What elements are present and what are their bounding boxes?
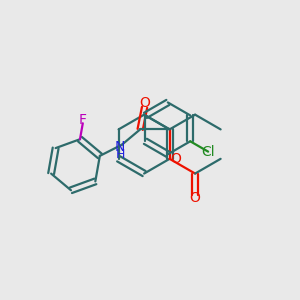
- Text: O: O: [139, 96, 150, 110]
- Text: O: O: [190, 191, 200, 205]
- Text: F: F: [79, 113, 87, 127]
- Text: N: N: [114, 140, 125, 154]
- Text: O: O: [171, 152, 182, 166]
- Text: Cl: Cl: [201, 145, 215, 159]
- Text: H: H: [116, 148, 125, 160]
